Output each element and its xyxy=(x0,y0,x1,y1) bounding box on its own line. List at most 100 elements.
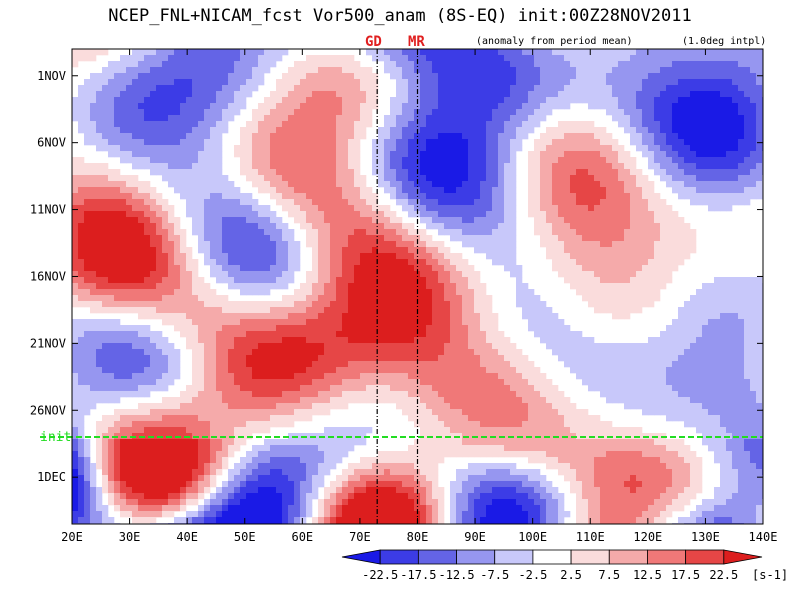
field-cell xyxy=(312,85,319,92)
field-cell xyxy=(204,301,211,308)
field-cell xyxy=(120,121,127,128)
field-cell xyxy=(438,223,445,230)
field-cell xyxy=(594,223,601,230)
field-cell xyxy=(288,97,295,104)
field-cell xyxy=(258,349,265,356)
field-cell xyxy=(702,301,709,308)
field-cell xyxy=(234,97,241,104)
field-cell xyxy=(744,85,751,92)
field-cell xyxy=(642,115,649,122)
field-cell xyxy=(180,193,187,200)
field-cell xyxy=(174,175,181,182)
field-cell xyxy=(246,331,253,338)
field-cell xyxy=(420,109,427,116)
field-cell xyxy=(240,91,247,98)
field-cell xyxy=(738,91,745,98)
field-cell xyxy=(156,343,163,350)
field-cell xyxy=(576,91,583,98)
field-cell xyxy=(414,55,421,62)
field-cell xyxy=(108,151,115,158)
field-cell xyxy=(708,55,715,62)
field-cell xyxy=(474,91,481,98)
field-cell xyxy=(618,265,625,272)
field-cell xyxy=(570,91,577,98)
field-cell xyxy=(552,229,559,236)
field-cell xyxy=(612,313,619,320)
field-cell xyxy=(546,157,553,164)
field-cell xyxy=(744,121,751,128)
field-cell xyxy=(516,85,523,92)
field-cell xyxy=(360,115,367,122)
field-cell xyxy=(450,319,457,326)
field-cell xyxy=(330,205,337,212)
field-cell xyxy=(102,145,109,152)
field-cell xyxy=(426,103,433,110)
field-cell xyxy=(480,199,487,206)
field-cell xyxy=(660,241,667,248)
field-cell xyxy=(162,283,169,290)
field-cell xyxy=(648,229,655,236)
field-cell xyxy=(504,73,511,80)
field-cell xyxy=(204,253,211,260)
field-cell xyxy=(384,181,391,188)
field-cell xyxy=(222,265,229,272)
field-cell xyxy=(660,235,667,242)
field-cell xyxy=(720,283,727,290)
field-cell xyxy=(492,73,499,80)
field-cell xyxy=(144,55,151,62)
field-cell xyxy=(204,109,211,116)
field-cell xyxy=(156,169,163,176)
field-cell xyxy=(162,145,169,152)
field-cell xyxy=(426,331,433,338)
field-cell xyxy=(84,103,91,110)
field-cell xyxy=(210,193,217,200)
field-cell xyxy=(576,133,583,140)
field-cell xyxy=(90,211,97,218)
field-cell xyxy=(546,151,553,158)
field-cell xyxy=(738,163,745,170)
field-cell xyxy=(204,115,211,122)
field-cell xyxy=(306,313,313,320)
field-cell xyxy=(186,313,193,320)
field-cell xyxy=(420,289,427,296)
field-cell xyxy=(600,91,607,98)
field-cell xyxy=(378,277,385,284)
field-cell xyxy=(354,343,361,350)
field-cell xyxy=(216,277,223,284)
field-cell xyxy=(168,343,175,350)
field-cell xyxy=(234,271,241,278)
field-cell xyxy=(198,55,205,62)
field-cell xyxy=(132,85,139,92)
field-cell xyxy=(126,331,133,338)
field-cell xyxy=(306,301,313,308)
field-cell xyxy=(186,73,193,80)
field-cell xyxy=(132,187,139,194)
field-cell xyxy=(510,271,517,278)
field-cell xyxy=(72,169,79,176)
field-cell xyxy=(114,187,121,194)
field-cell xyxy=(240,163,247,170)
field-cell xyxy=(714,289,721,296)
field-cell xyxy=(756,49,763,56)
field-cell xyxy=(648,145,655,152)
field-cell xyxy=(636,97,643,104)
field-cell xyxy=(438,229,445,236)
field-cell xyxy=(342,109,349,116)
field-cell xyxy=(582,241,589,248)
field-cell xyxy=(426,259,433,266)
field-cell xyxy=(282,163,289,170)
field-cell xyxy=(90,289,97,296)
field-cell xyxy=(510,211,517,218)
field-cell xyxy=(582,271,589,278)
field-cell xyxy=(624,295,631,302)
field-cell xyxy=(186,91,193,98)
field-cell xyxy=(576,241,583,248)
field-cell xyxy=(444,199,451,206)
field-cell xyxy=(696,85,703,92)
field-cell xyxy=(564,157,571,164)
field-cell xyxy=(222,61,229,68)
field-cell xyxy=(402,67,409,74)
field-cell xyxy=(522,295,529,302)
field-cell xyxy=(576,217,583,224)
field-cell xyxy=(312,247,319,254)
